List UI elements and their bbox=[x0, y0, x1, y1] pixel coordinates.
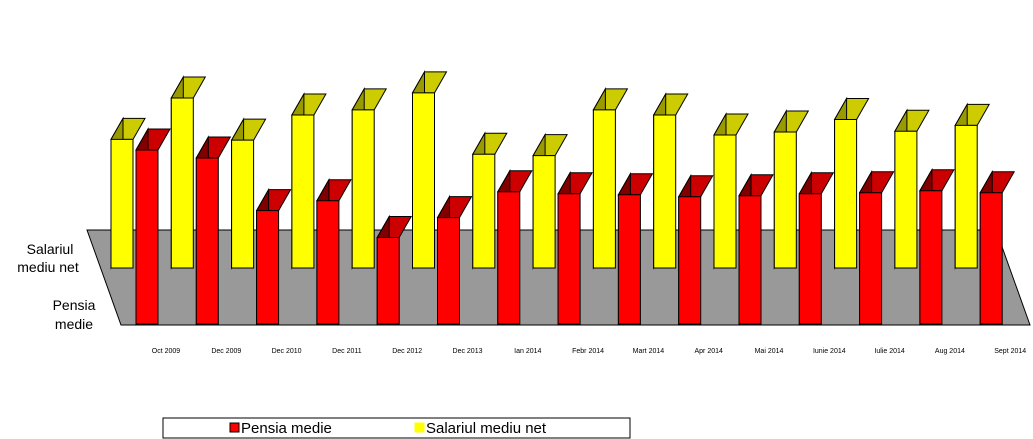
bar-pensia-3 bbox=[316, 177, 352, 326]
bar-salariul-8 bbox=[592, 86, 629, 270]
bar-salariul-9 bbox=[652, 92, 689, 270]
x-tick-label-1: Dec 2009 bbox=[211, 348, 241, 355]
x-tick-label-2: Dec 2010 bbox=[272, 348, 302, 355]
bar-pensia-1 bbox=[195, 135, 232, 326]
bar-pensia-4 bbox=[376, 214, 413, 326]
depth-label-pensia-line1: Pensia bbox=[53, 297, 96, 313]
bar-salariul-12 bbox=[833, 96, 870, 270]
bar-pensia-12 bbox=[858, 169, 895, 326]
legend-label-pensia: Pensia medie bbox=[241, 420, 332, 437]
legend-swatch-pensia bbox=[229, 422, 240, 433]
bar-salariul-4 bbox=[351, 86, 388, 270]
x-tick-label-6: Ian 2014 bbox=[514, 348, 541, 355]
legend-box bbox=[162, 417, 631, 439]
x-tick-label-4: Dec 2012 bbox=[392, 348, 422, 355]
bar-salariul-11 bbox=[773, 109, 810, 270]
x-tick-label-5: Dec 2013 bbox=[453, 348, 483, 355]
x-tick-label-11: Iunie 2014 bbox=[813, 348, 846, 355]
x-tick-label-8: Mart 2014 bbox=[633, 348, 665, 355]
legend-label-salariul: Salariul mediu net bbox=[426, 420, 547, 437]
x-tick-label-7: Febr 2014 bbox=[572, 348, 604, 355]
bar-salariul-10 bbox=[713, 112, 749, 270]
bar-salariul-7 bbox=[532, 132, 568, 270]
depth-label-pensia-line2: medie bbox=[55, 316, 93, 332]
bar-pensia-7 bbox=[557, 170, 593, 326]
bar-salariul-2 bbox=[230, 117, 267, 270]
depth-label-salariul-line1: Salariul bbox=[27, 241, 74, 257]
legend: Pensia medie Salariul mediu net bbox=[162, 417, 631, 439]
x-tick-label-13: Aug 2014 bbox=[935, 348, 965, 355]
depth-label-salariul-line2: mediu net bbox=[17, 259, 79, 275]
x-tick-labels: Oct 2009 Dec 2009 Dec 2010 Dec 2011 Dec 2012… bbox=[152, 348, 1026, 355]
bar-pensia-13 bbox=[919, 167, 955, 326]
bar-pensia-2 bbox=[255, 187, 292, 326]
bar-pensia-8 bbox=[617, 171, 654, 326]
bar-pensia-11 bbox=[798, 170, 835, 326]
bar-salariul-1 bbox=[170, 75, 207, 270]
bar-salariul-13 bbox=[894, 108, 930, 270]
bar-pensia-14 bbox=[979, 169, 1016, 326]
bar-salariul-0 bbox=[110, 116, 146, 270]
x-tick-label-14: Sept 2014 bbox=[994, 348, 1026, 355]
legend-swatch-salariul bbox=[414, 422, 425, 433]
x-tick-label-12: Iulie 2014 bbox=[874, 348, 904, 355]
x-tick-label-9: Apr 2014 bbox=[694, 348, 723, 355]
series-pensia-bars bbox=[135, 127, 1016, 326]
bar-salariul-6 bbox=[471, 131, 508, 270]
series-salariul-bars bbox=[110, 69, 991, 270]
bar-pensia-10 bbox=[738, 172, 774, 326]
bar-pensia-5 bbox=[436, 194, 473, 326]
bar-pensia-0 bbox=[135, 127, 171, 326]
bar-salariul-3 bbox=[291, 92, 327, 270]
x-tick-label-0: Oct 2009 bbox=[152, 348, 181, 355]
bar-salariul-14 bbox=[954, 102, 991, 270]
bar-pensia-9 bbox=[677, 173, 714, 326]
x-tick-label-10: Mai 2014 bbox=[755, 348, 784, 355]
bar-salariul-5 bbox=[411, 69, 448, 270]
bar-pensia-6 bbox=[496, 168, 533, 326]
x-tick-label-3: Dec 2011 bbox=[332, 348, 362, 355]
